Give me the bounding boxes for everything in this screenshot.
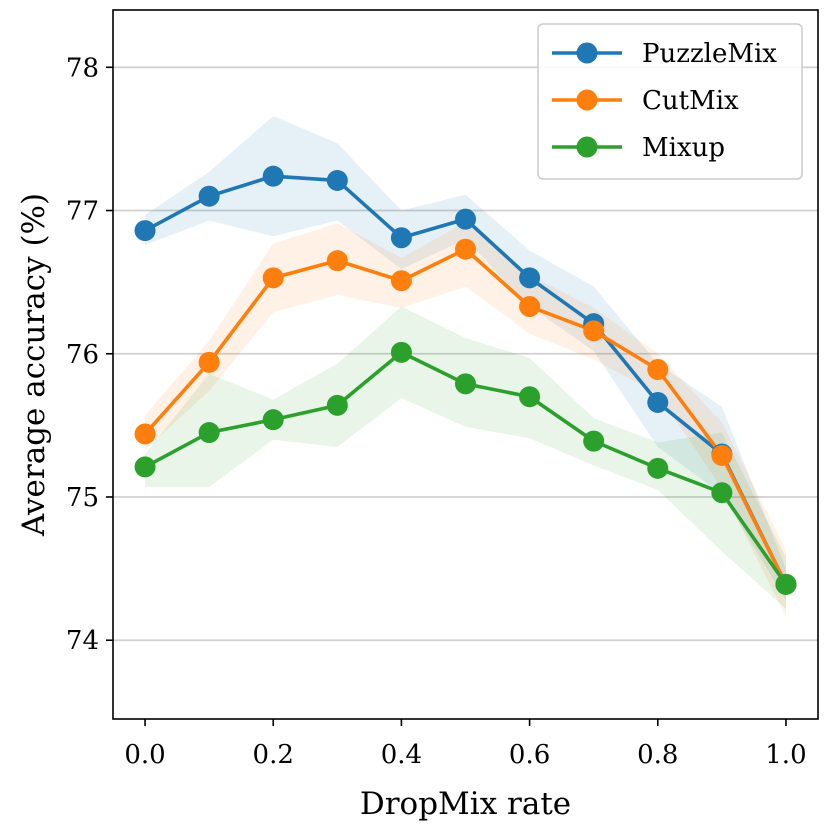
- x-tick-label-5: 1.0: [765, 740, 806, 770]
- point-mixup-7: [583, 430, 605, 452]
- y-tick-label-2: 76: [66, 340, 99, 370]
- legend-marker-cutmix: [576, 89, 598, 111]
- point-mixup-5: [455, 373, 476, 395]
- legend-marker-puzzlemix: [576, 42, 598, 64]
- point-cutmix-5: [455, 238, 476, 260]
- point-cutmix-1: [198, 351, 220, 373]
- point-mixup-8: [647, 457, 669, 479]
- point-cutmix-4: [390, 270, 412, 292]
- plot-frame: [112, 9, 819, 720]
- point-mixup-3: [326, 394, 348, 416]
- x-tick-label-2: 0.4: [381, 740, 422, 770]
- point-cutmix-8: [647, 359, 669, 381]
- y-tick-label-3: 77: [66, 197, 99, 227]
- point-cutmix-7: [583, 320, 605, 342]
- point-mixup-2: [262, 409, 284, 431]
- y-tick-label-0: 74: [66, 626, 99, 656]
- point-puzzlemix-4: [390, 227, 412, 249]
- point-puzzlemix-1: [198, 185, 220, 207]
- series-points: [134, 165, 797, 595]
- legend-label-mixup: Mixup: [642, 133, 725, 163]
- point-puzzlemix-8: [647, 391, 669, 413]
- y-tick-label-4: 78: [66, 53, 99, 83]
- point-mixup-6: [519, 386, 541, 408]
- legend: PuzzleMix CutMix Mixup: [537, 23, 803, 180]
- x-axis-label: DropMix rate: [360, 786, 571, 822]
- point-puzzlemix-3: [326, 169, 348, 191]
- x-tick-label-1: 0.2: [253, 740, 294, 770]
- point-mixup-1: [198, 422, 220, 444]
- point-cutmix-0: [134, 423, 156, 445]
- legend-box: [537, 23, 803, 180]
- legend-label-cutmix: CutMix: [642, 86, 739, 116]
- legend-label-puzzlemix: PuzzleMix: [642, 39, 777, 69]
- x-tick-label-0: 0.0: [124, 740, 165, 770]
- point-mixup-9: [711, 482, 733, 504]
- point-cutmix-9: [711, 444, 733, 466]
- y-axis-label: Average accuracy (%): [16, 193, 52, 537]
- x-axis-ticks: 0.0 0.2 0.4 0.6 0.8 1.0: [124, 719, 807, 770]
- point-puzzlemix-6: [519, 267, 541, 289]
- x-tick-label-3: 0.6: [509, 740, 550, 770]
- y-tick-label-1: 75: [66, 483, 99, 513]
- band-mixup: [145, 306, 786, 609]
- point-puzzlemix-2: [262, 165, 284, 187]
- x-tick-label-4: 0.8: [637, 740, 678, 770]
- point-mixup-0: [134, 456, 156, 478]
- point-cutmix-2: [262, 267, 284, 289]
- point-mixup-10: [775, 573, 797, 595]
- point-cutmix-3: [326, 250, 348, 272]
- legend-marker-mixup: [576, 136, 598, 158]
- point-puzzlemix-5: [455, 208, 476, 230]
- point-puzzlemix-0: [134, 220, 156, 242]
- y-axis-ticks: 74 75 76 77 78: [66, 53, 113, 656]
- point-mixup-4: [390, 341, 412, 363]
- point-cutmix-6: [519, 295, 541, 317]
